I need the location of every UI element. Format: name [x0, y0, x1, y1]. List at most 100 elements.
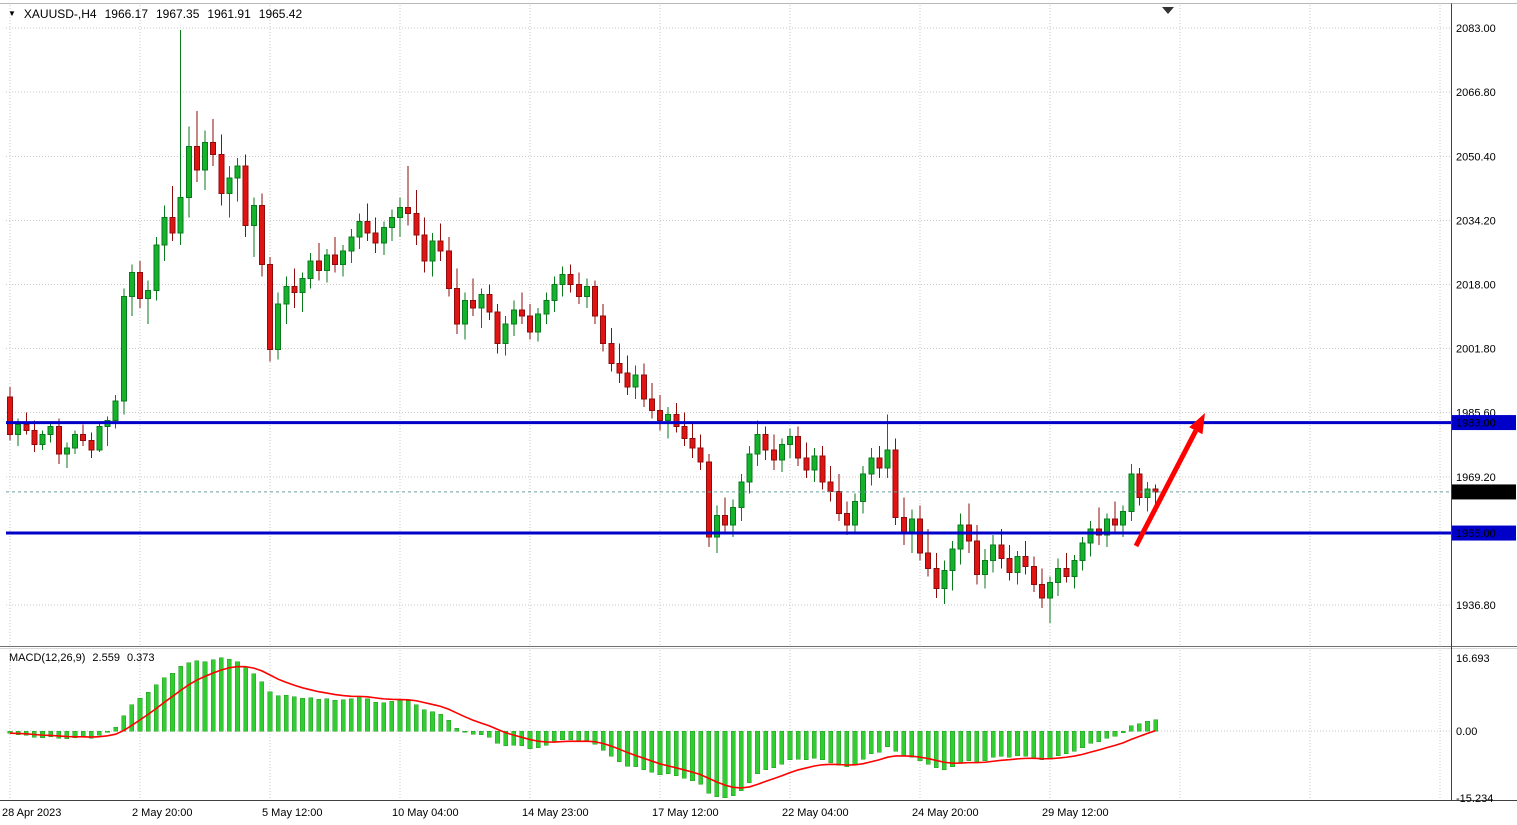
macd-bar [267, 691, 273, 732]
macd-name: MACD(12,26,9) [9, 652, 86, 664]
macd-bar [738, 730, 744, 791]
macd-bar [641, 730, 647, 770]
macd-bar [1023, 730, 1028, 757]
ohlc-header: ▼ XAUUSD-,H4 1966.17 1967.35 1961.91 196… [8, 7, 302, 21]
macd-bar [495, 730, 500, 744]
macd-bar [787, 730, 793, 761]
time-axis-label: 29 May 12:00 [1042, 807, 1109, 819]
price-axis-label: 2050.40 [1456, 152, 1496, 164]
macd-bar [235, 661, 240, 732]
macd-bar [113, 727, 118, 732]
candle-up [990, 544, 997, 562]
macd-bar [990, 730, 996, 758]
candle-down [657, 410, 663, 422]
candle-up [250, 205, 257, 226]
candle-up [868, 457, 875, 475]
macd-bar [511, 730, 517, 746]
candle-up [120, 295, 127, 402]
candle-down [169, 216, 176, 234]
trend-arrow-shaft[interactable] [1133, 429, 1199, 548]
macd-bar [860, 730, 866, 760]
macd-bar [446, 720, 452, 732]
candle-up [884, 449, 891, 469]
candle-up [283, 285, 290, 305]
candle-down [835, 491, 842, 514]
candle-up [957, 524, 964, 550]
candle-down [722, 514, 728, 526]
time-axis-label: 28 Apr 2023 [2, 807, 61, 819]
candle-up [908, 518, 915, 534]
candle-down [518, 309, 525, 317]
macd-bar [1031, 730, 1037, 759]
price-axis[interactable] [1452, 0, 1517, 825]
candle-up [462, 299, 468, 325]
candle-down [445, 250, 452, 289]
shift-marker-icon[interactable] [1162, 7, 1174, 14]
candle-up [1055, 568, 1062, 583]
candle-down [218, 153, 225, 195]
candle-down [1152, 488, 1159, 493]
macd-bar [227, 658, 232, 732]
candle-down [1136, 473, 1143, 499]
candle-up [388, 216, 395, 228]
candle-down [592, 285, 598, 317]
macd-bar [178, 665, 183, 732]
candle-up [128, 272, 135, 297]
candle-up [738, 481, 745, 508]
candle-up [161, 216, 168, 246]
macd-bar [243, 666, 248, 732]
macd-indicator-label: MACD(12,26,9) 2.559 0.373 [9, 652, 154, 664]
candle-down [1038, 583, 1045, 599]
candle-up [429, 240, 436, 262]
price-axis-label: 2066.80 [1456, 87, 1496, 99]
candle-up [202, 141, 208, 171]
time-axis-label: 2 May 20:00 [132, 807, 193, 819]
candle-down [689, 437, 696, 449]
candle-up [348, 236, 355, 252]
macd-bar [877, 730, 882, 753]
macd-bar [1039, 730, 1045, 761]
candle-up [72, 433, 78, 449]
time-axis[interactable] [0, 801, 1517, 825]
macd-bar [974, 730, 980, 763]
macd-bar [1145, 721, 1150, 732]
macd-bar [844, 730, 850, 768]
macd-bar [64, 730, 70, 740]
candle-up [787, 435, 793, 445]
macd-bar [795, 730, 801, 760]
macd-bar [763, 730, 768, 770]
candle-down [616, 362, 623, 374]
candle-down [973, 540, 980, 575]
candle-up [754, 433, 761, 455]
time-axis-label: 10 May 04:00 [392, 807, 459, 819]
candle-up [63, 447, 70, 455]
trend-arrow-head[interactable] [1189, 413, 1205, 435]
candle-up [551, 283, 558, 301]
macd-bar [300, 697, 305, 732]
macd-bar [72, 730, 78, 738]
candle-down [332, 254, 338, 266]
macd-bar [332, 700, 338, 732]
candle-up [811, 455, 818, 471]
collapse-triangle-icon[interactable]: ▼ [8, 9, 16, 18]
macd-bar [324, 698, 330, 732]
macd-bar [893, 730, 898, 752]
candle-up [356, 220, 363, 238]
macd-bar [722, 730, 728, 798]
macd-bar [340, 699, 346, 732]
macd-bar [633, 730, 638, 768]
macd-bar [1096, 730, 1102, 742]
candle-up [397, 207, 403, 218]
price-axis-labels: 2083.00 2066.80 2050.40 2034.20 2018.00 2001.… [2, 23, 1496, 819]
macd-bar [487, 730, 492, 738]
candle-up [746, 453, 753, 483]
candle-up [1014, 556, 1021, 574]
macd-bar [210, 659, 216, 732]
candle-down [315, 260, 322, 272]
candle-up [852, 500, 858, 526]
macd-bar [1007, 730, 1012, 758]
time-axis-label: 5 May 12:00 [262, 807, 323, 819]
macd-bar [1088, 730, 1093, 744]
candle-down [437, 240, 444, 252]
